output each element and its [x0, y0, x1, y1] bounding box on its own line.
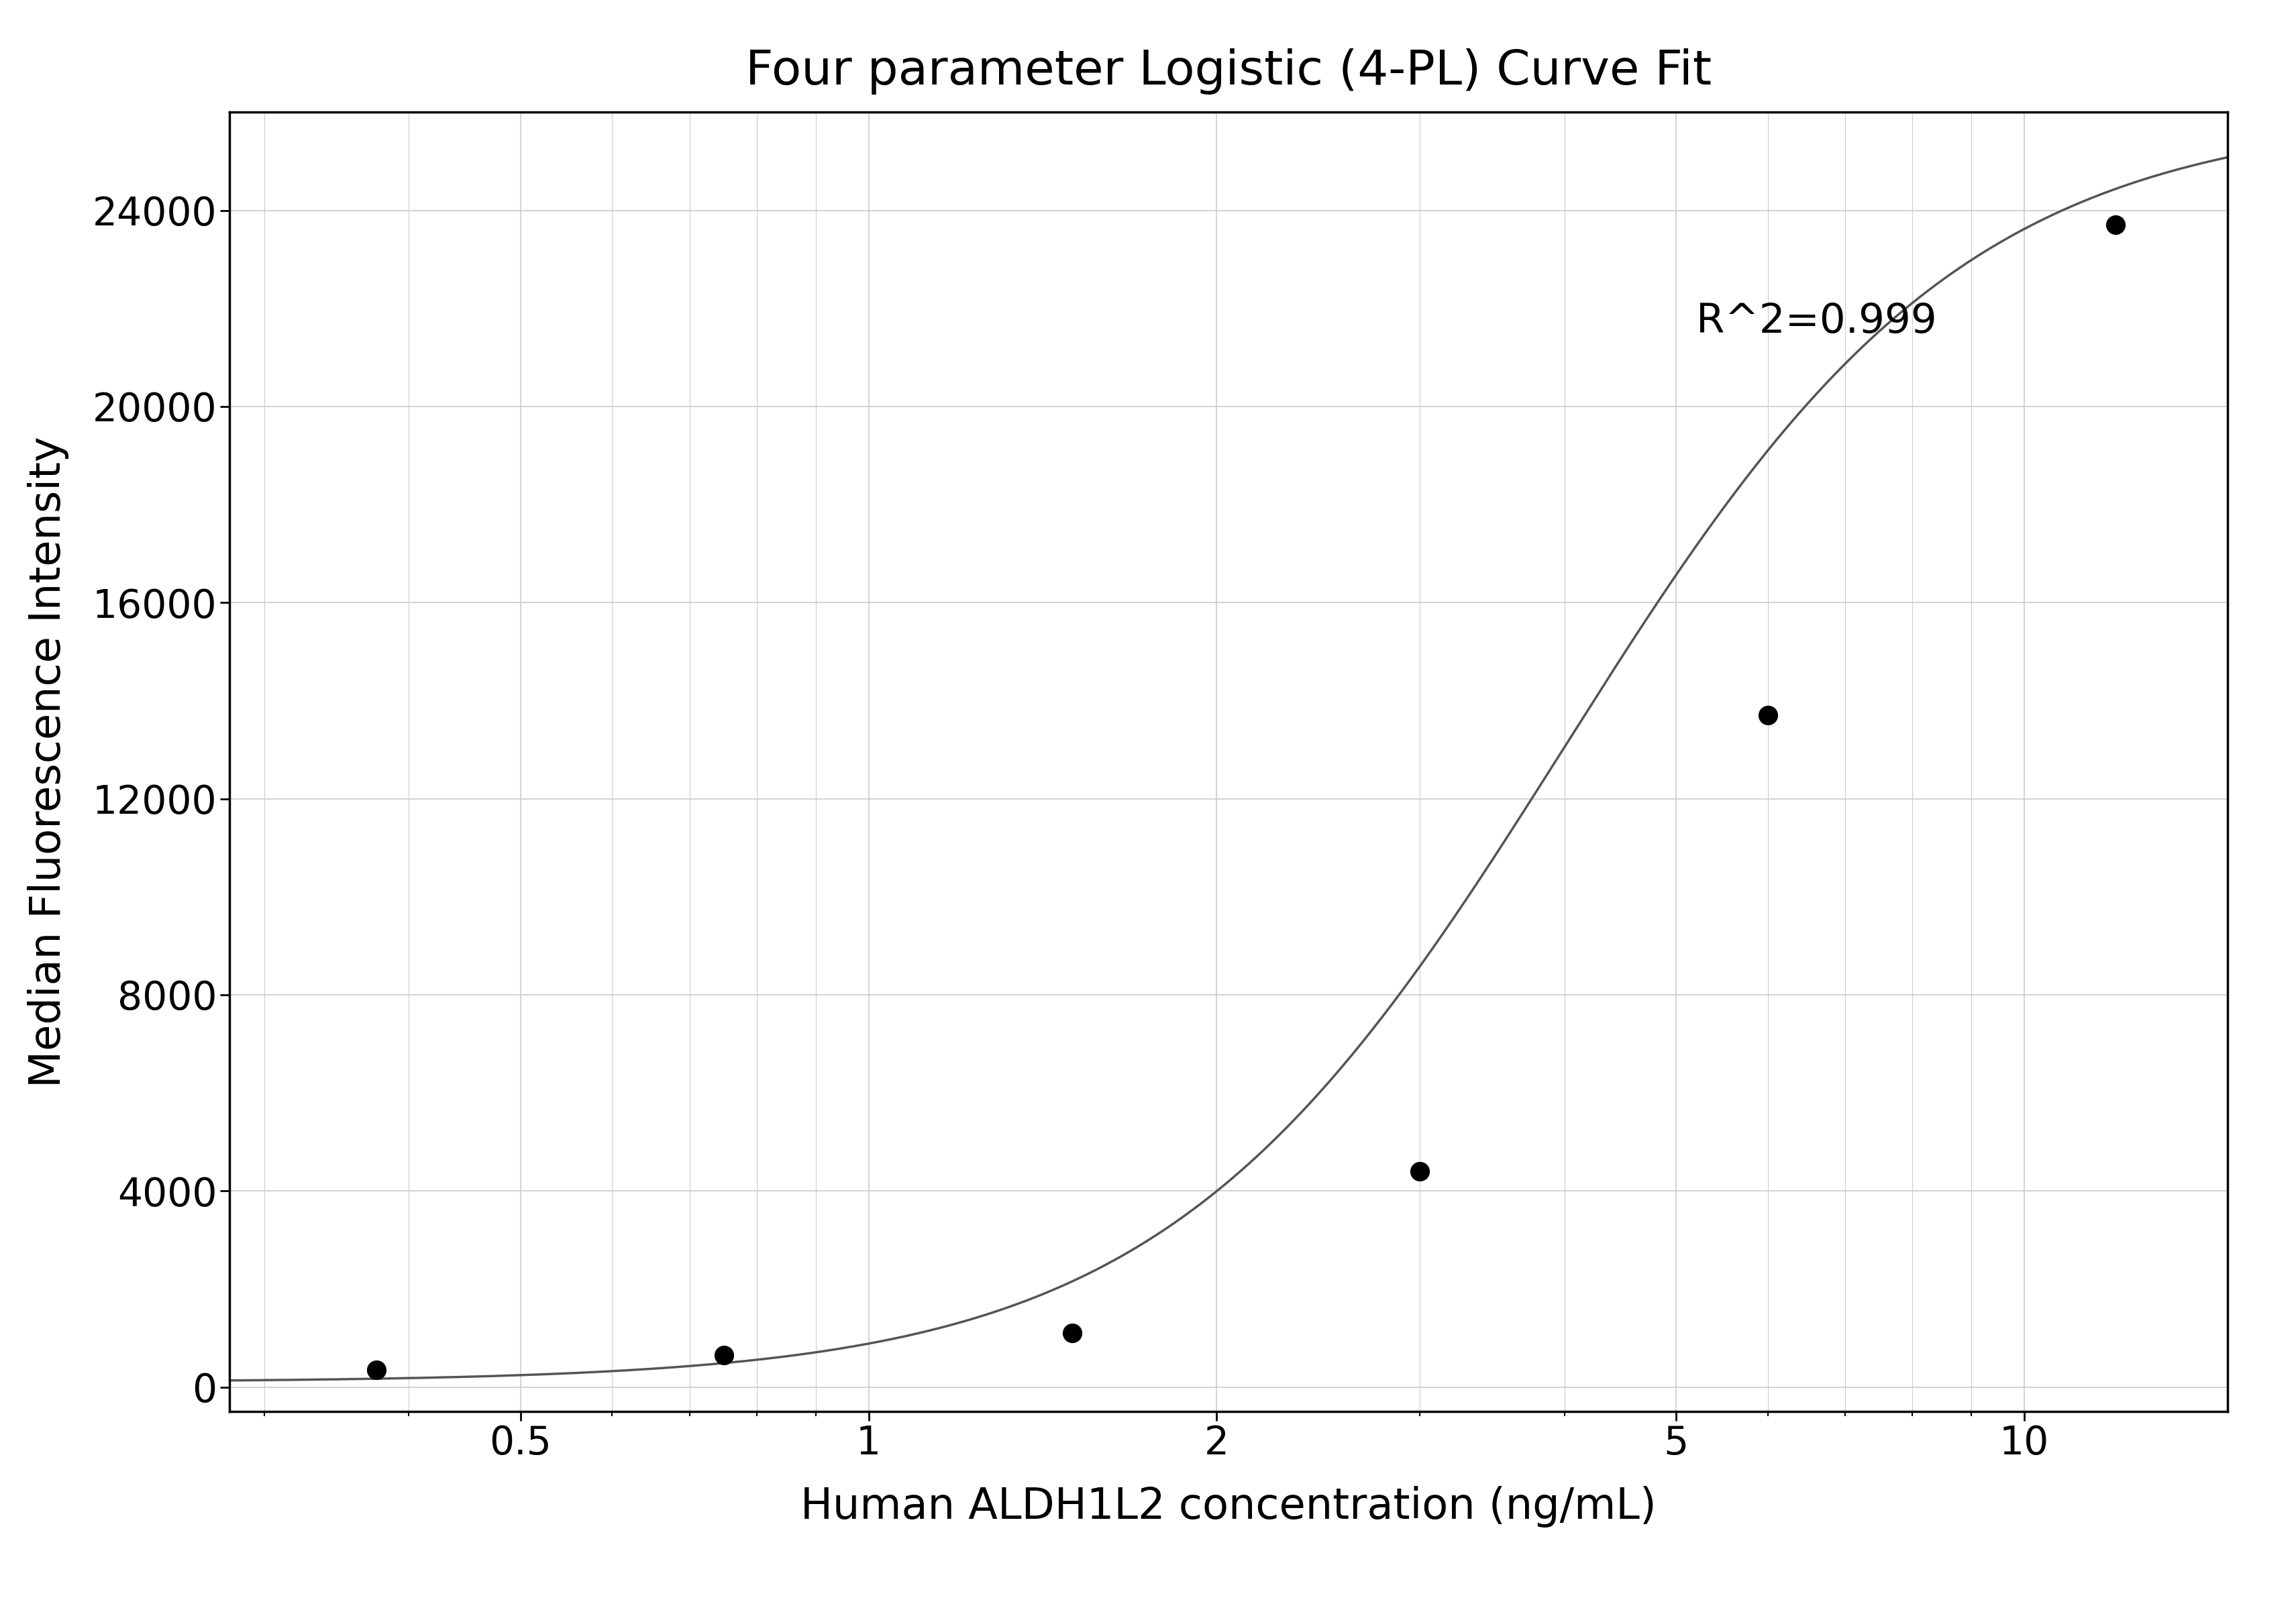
Point: [358, 1357, 395, 1383]
Title: Four parameter Logistic (4-PL) Curve Fit: Four parameter Logistic (4-PL) Curve Fit: [746, 48, 1711, 95]
Point: [2096, 212, 2133, 237]
Text: R^2=0.999: R^2=0.999: [1694, 302, 1936, 342]
X-axis label: Human ALDH1L2 concentration (ng/mL): Human ALDH1L2 concentration (ng/mL): [801, 1485, 1655, 1527]
Point: [1401, 1158, 1437, 1184]
Point: [1054, 1320, 1091, 1346]
Point: [705, 1343, 742, 1368]
Point: [1750, 703, 1786, 728]
Y-axis label: Median Fluorescence Intensity: Median Fluorescence Intensity: [28, 436, 69, 1088]
